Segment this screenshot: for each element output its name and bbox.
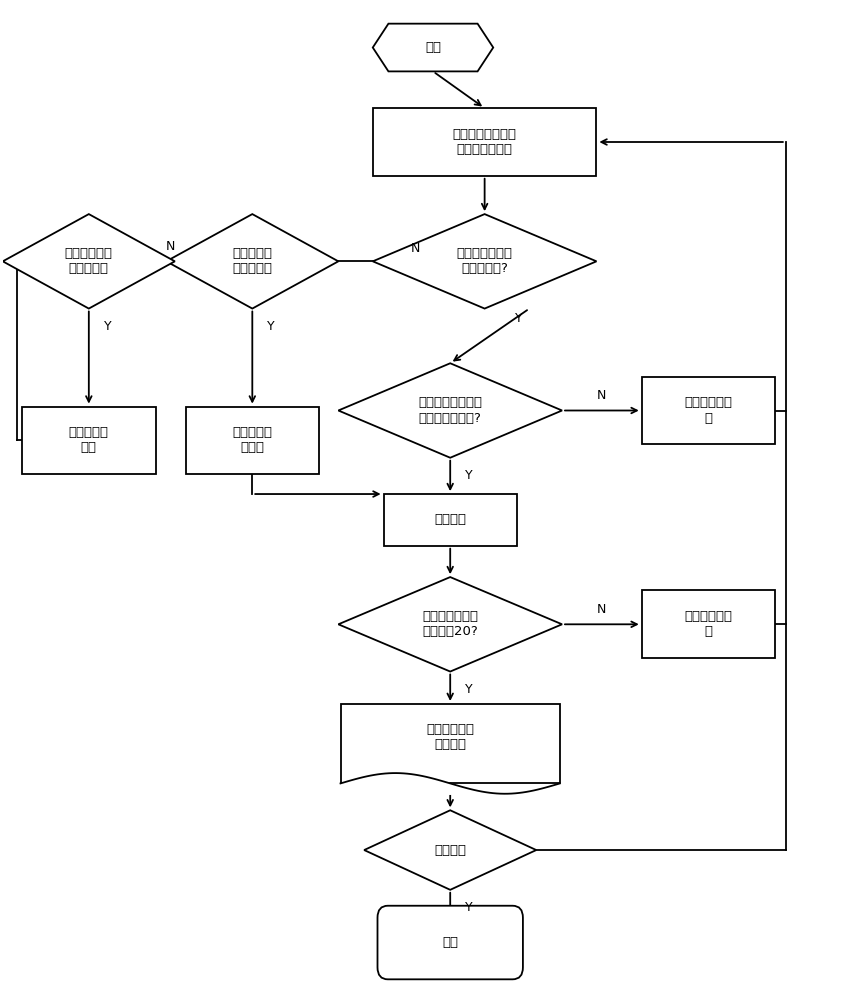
Text: Y: Y <box>515 312 523 325</box>
Bar <box>185 407 319 474</box>
Polygon shape <box>365 810 536 890</box>
Text: Y: Y <box>268 320 275 333</box>
Text: 导航数据包为该秒
的第一个数据包?: 导航数据包为该秒 的第一个数据包? <box>418 396 482 424</box>
Text: Y: Y <box>465 683 473 696</box>
Bar <box>23 407 156 474</box>
Text: Y: Y <box>465 469 473 482</box>
Text: 开始: 开始 <box>425 41 441 54</box>
Text: 磁力仪时间滞
后于导航时: 磁力仪时间滞 后于导航时 <box>65 247 113 275</box>
Bar <box>372 108 597 176</box>
Text: 结束: 结束 <box>443 936 458 949</box>
Text: 完整数据包存
储到文件: 完整数据包存 储到文件 <box>426 723 475 751</box>
Text: N: N <box>166 240 175 253</box>
Text: 磁力数据包接
收: 磁力数据包接 收 <box>684 396 733 424</box>
Polygon shape <box>339 577 562 672</box>
Text: 磁力仪时间
超前于导航: 磁力仪时间 超前于导航 <box>232 247 272 275</box>
Text: 导航数据包
接收: 导航数据包 接收 <box>68 426 109 454</box>
Text: 数据打包: 数据打包 <box>434 513 466 526</box>
Polygon shape <box>372 24 494 71</box>
Text: 该秒导航数据包
数目等于20?: 该秒导航数据包 数目等于20? <box>423 610 478 638</box>
Bar <box>340 704 560 783</box>
Bar <box>642 377 775 444</box>
Text: 磁力仪数据包接收
导航数据包接收: 磁力仪数据包接收 导航数据包接收 <box>453 128 517 156</box>
Text: Y: Y <box>465 901 473 914</box>
Text: N: N <box>411 242 421 255</box>
Polygon shape <box>372 214 597 309</box>
Text: N: N <box>598 603 606 616</box>
Text: N: N <box>598 389 606 402</box>
Text: 磁力仪时间与导
航时间一致?: 磁力仪时间与导 航时间一致? <box>456 247 513 275</box>
Polygon shape <box>3 214 175 309</box>
Text: Y: Y <box>104 320 112 333</box>
FancyBboxPatch shape <box>378 906 523 979</box>
Text: 磁力仪数据
包接收: 磁力仪数据 包接收 <box>232 426 272 454</box>
Bar <box>384 494 517 546</box>
Text: 采集结束: 采集结束 <box>434 844 466 857</box>
Polygon shape <box>166 214 339 309</box>
Polygon shape <box>339 363 562 458</box>
Text: 导航数据包接
收: 导航数据包接 收 <box>684 610 733 638</box>
Bar <box>642 590 775 658</box>
